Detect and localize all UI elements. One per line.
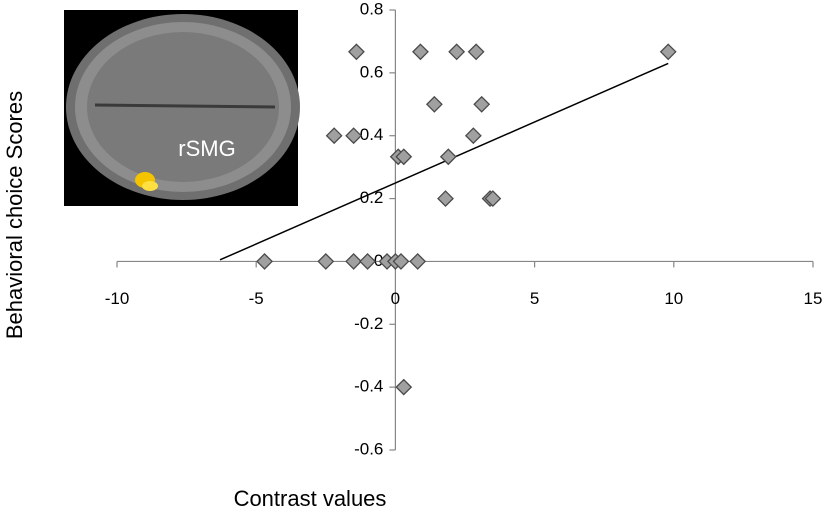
scatter-point — [467, 43, 485, 61]
scatter-point — [345, 127, 363, 145]
brain-inset — [64, 10, 300, 206]
scatter-point — [473, 95, 491, 113]
y-tick-label: -0.6 — [354, 439, 383, 458]
x-tick-label: -10 — [105, 289, 130, 308]
x-tick-label: 5 — [530, 289, 539, 308]
scatter-point — [345, 253, 363, 270]
scatter-point — [439, 148, 457, 166]
y-tick-label: 0.8 — [360, 0, 384, 18]
scatter-point — [659, 43, 677, 61]
y-tick-label: -0.4 — [354, 377, 383, 396]
scatter-point — [437, 190, 454, 207]
y-tick-label: 0.2 — [360, 188, 384, 207]
scatter-point — [359, 253, 376, 270]
scatter-point — [412, 43, 429, 61]
x-tick-label: 15 — [804, 289, 823, 308]
x-tick-label: 0 — [391, 289, 400, 308]
inset-label: rSMG — [178, 136, 235, 161]
scatter-point — [395, 378, 413, 396]
scatter-point — [348, 43, 365, 61]
x-tick-label: -5 — [249, 289, 264, 308]
scatter-point — [395, 148, 413, 166]
y-tick-label: 0.6 — [360, 62, 384, 81]
y-tick-label: 0 — [374, 251, 383, 270]
y-tick-label: 0.4 — [360, 125, 384, 144]
scatter-point — [425, 95, 443, 113]
scatter-point — [392, 253, 410, 270]
scatter-point — [484, 190, 502, 207]
x-tick-label: 10 — [664, 289, 683, 308]
scatter-point — [325, 127, 343, 145]
scatter-point — [317, 253, 335, 270]
y-axis-title: Behavioral choice Scores — [2, 91, 27, 339]
y-tick-label: -0.2 — [354, 314, 383, 333]
scatter-point — [464, 127, 482, 145]
scatter-point — [409, 253, 427, 270]
trendline — [219, 62, 669, 261]
x-axis-title: Contrast values — [234, 486, 387, 511]
scatter-point — [256, 253, 273, 270]
scatter-point — [448, 43, 466, 61]
